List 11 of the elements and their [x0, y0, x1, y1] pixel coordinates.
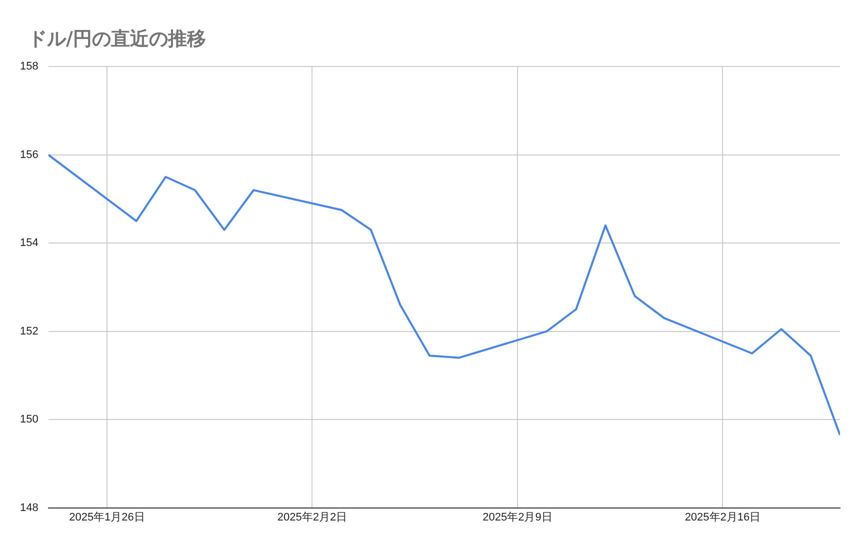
x-tick-label: 2025年2月9日: [482, 511, 552, 524]
x-tick-label: 2025年2月16日: [684, 511, 761, 524]
chart-title: ドル/円の直近の推移: [28, 27, 206, 52]
y-tick-label: 158: [20, 60, 38, 73]
y-tick-label: 156: [20, 148, 38, 161]
y-tick-label: 148: [20, 502, 38, 514]
x-tick-label: 2025年2月2日: [277, 511, 348, 524]
y-tick-label: 154: [20, 237, 38, 250]
x-tick-label: 2025年1月26日: [69, 511, 145, 524]
y-tick-label: 150: [20, 414, 38, 426]
y-tick-label: 152: [20, 325, 38, 338]
